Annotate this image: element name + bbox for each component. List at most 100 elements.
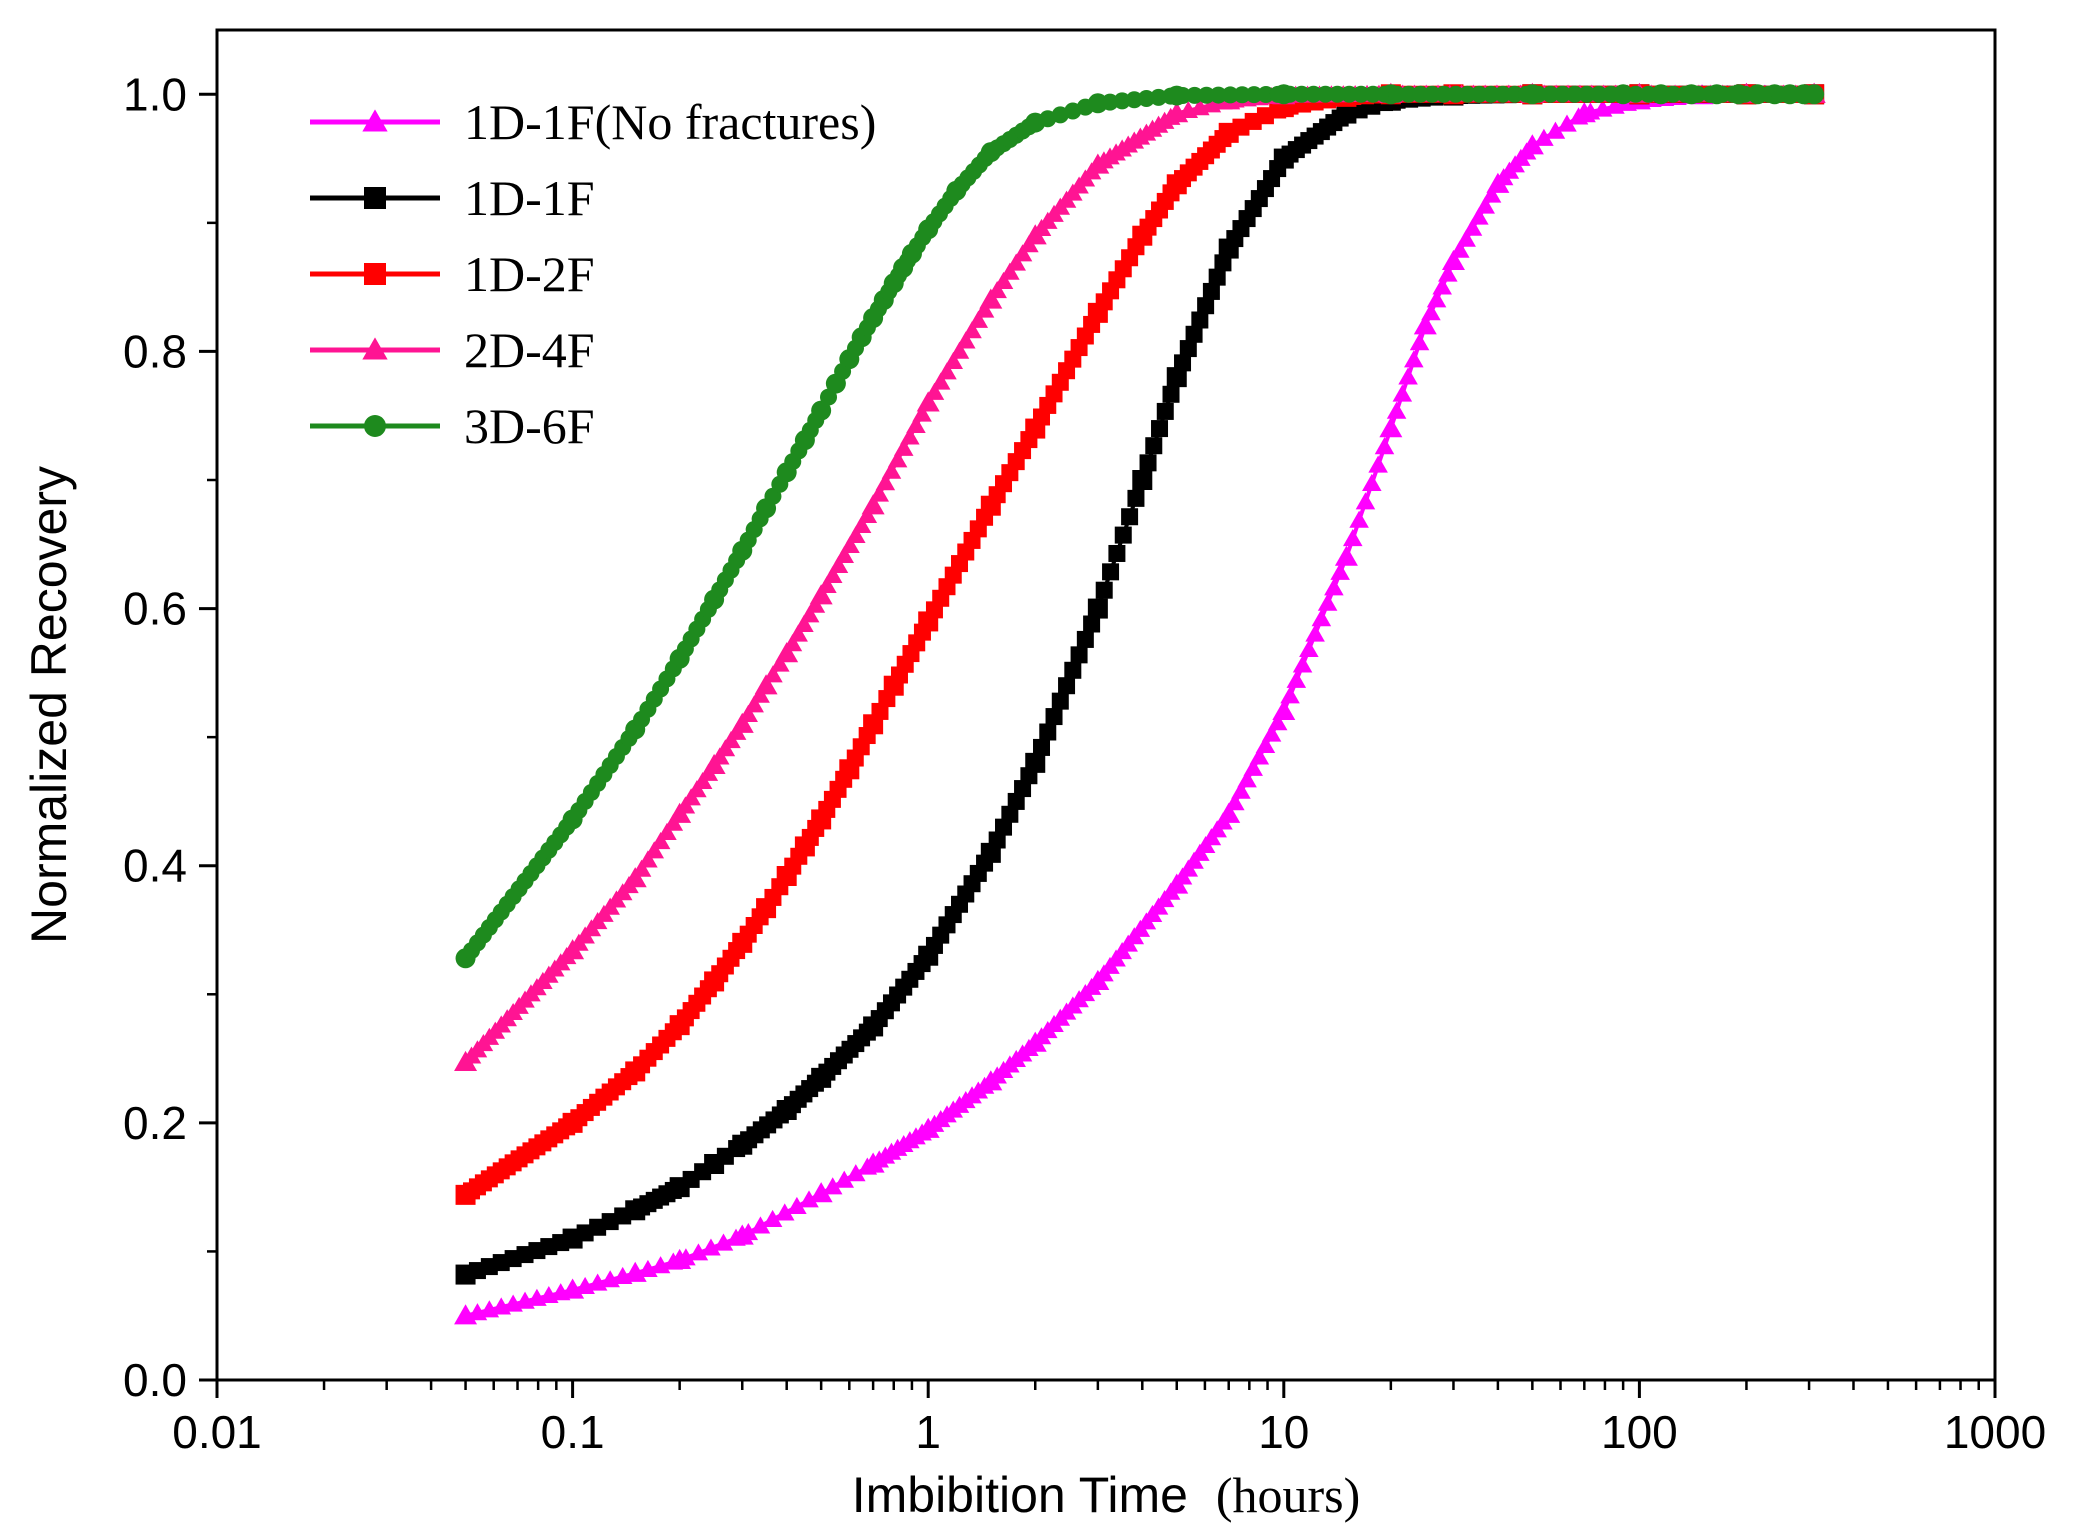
data-point — [1557, 114, 1577, 132]
legend-swatch-marker — [364, 263, 386, 285]
data-point — [912, 404, 932, 422]
data-point — [1281, 85, 1299, 103]
data-point — [732, 714, 753, 732]
data-point — [1664, 85, 1682, 103]
data-point — [1095, 581, 1113, 599]
x-tick-label: 0.1 — [541, 1406, 605, 1458]
data-point — [663, 813, 684, 831]
data-point — [1102, 563, 1120, 581]
data-point — [1458, 85, 1476, 103]
data-point — [650, 832, 671, 850]
data-point — [1517, 85, 1535, 103]
data-point — [1542, 85, 1560, 103]
data-point — [1108, 544, 1126, 562]
data-point — [644, 841, 665, 859]
data-point — [811, 585, 831, 604]
legend-swatch-marker — [364, 187, 386, 209]
data-point — [1121, 508, 1139, 526]
y-tick-label: 0.6 — [123, 583, 187, 635]
data-point — [1676, 85, 1694, 103]
data-point — [1447, 85, 1465, 103]
data-point — [750, 685, 770, 703]
data-point — [1456, 229, 1476, 247]
data-point — [1006, 253, 1026, 271]
data-point — [1736, 85, 1754, 103]
data-point — [1470, 85, 1488, 103]
data-point — [1156, 402, 1174, 420]
data-point — [1340, 85, 1358, 103]
data-point — [1469, 207, 1489, 225]
data-point — [794, 614, 814, 632]
data-point — [955, 331, 976, 349]
data-point — [1578, 85, 1596, 103]
data-point — [1554, 85, 1572, 103]
data-point — [869, 484, 890, 502]
data-point — [1392, 384, 1413, 402]
data-point — [1438, 264, 1458, 282]
data-point — [1045, 708, 1063, 726]
data-point — [988, 831, 1006, 849]
data-point — [1292, 655, 1313, 673]
data-point — [981, 290, 1001, 308]
legend-label: 3D-6F — [464, 398, 595, 454]
data-point — [1317, 593, 1338, 611]
data-point — [949, 341, 970, 359]
data-point — [657, 822, 677, 840]
data-point — [1411, 85, 1429, 103]
data-point — [1000, 262, 1020, 280]
data-point — [820, 388, 838, 406]
data-point — [1114, 526, 1132, 544]
data-point — [1221, 86, 1239, 104]
data-point — [1202, 282, 1220, 300]
data-point — [937, 362, 957, 380]
data-point — [1185, 325, 1203, 343]
data-point — [726, 1228, 746, 1246]
data-point — [756, 675, 776, 694]
data-point — [805, 595, 826, 613]
data-point — [1415, 315, 1436, 334]
data-point — [987, 281, 1007, 299]
data-point — [1186, 86, 1204, 104]
data-point — [1261, 724, 1282, 742]
data-point — [1237, 770, 1257, 788]
data-point — [1267, 713, 1288, 731]
data-point — [676, 1248, 696, 1266]
data-point — [881, 461, 902, 479]
data-point — [1450, 240, 1470, 258]
data-point — [875, 473, 896, 491]
data-point — [1299, 639, 1319, 658]
data-point — [1214, 254, 1232, 272]
data-point — [1432, 277, 1452, 295]
data-point — [1614, 85, 1632, 103]
data-point — [1197, 86, 1215, 104]
data-point — [638, 850, 658, 868]
data-point — [887, 450, 908, 468]
data-point — [906, 415, 926, 434]
x-tick-label: 1 — [915, 1406, 941, 1458]
data-point — [1364, 85, 1382, 103]
data-point — [840, 535, 860, 554]
data-point — [878, 690, 896, 708]
data-point — [828, 555, 849, 574]
data-point — [1162, 385, 1180, 403]
data-point — [1293, 85, 1311, 103]
legend-item: 1D-2F — [310, 246, 595, 302]
data-point — [1724, 85, 1742, 103]
x-tick-label: 0.01 — [172, 1406, 262, 1458]
data-point — [1070, 646, 1088, 664]
data-point — [1627, 85, 1645, 103]
data-point — [776, 643, 797, 661]
data-point — [1001, 805, 1019, 823]
ticks-layer: 0.01 0.1 1 10 100 1000 0.0 0.2 0.4 0.6 0.8 1.0 — [123, 68, 2046, 1458]
data-point — [1342, 529, 1363, 547]
data-point — [812, 402, 830, 420]
data-point — [1435, 85, 1453, 103]
x-tick-label: 1000 — [1944, 1406, 2046, 1458]
series-1D-1F(No fractures) — [454, 82, 1826, 1325]
x-tick-label: 100 — [1601, 1406, 1678, 1458]
data-point — [974, 300, 995, 318]
legend-item: 2D-4F — [310, 322, 595, 378]
data-point — [864, 715, 882, 733]
data-point — [1506, 85, 1524, 103]
